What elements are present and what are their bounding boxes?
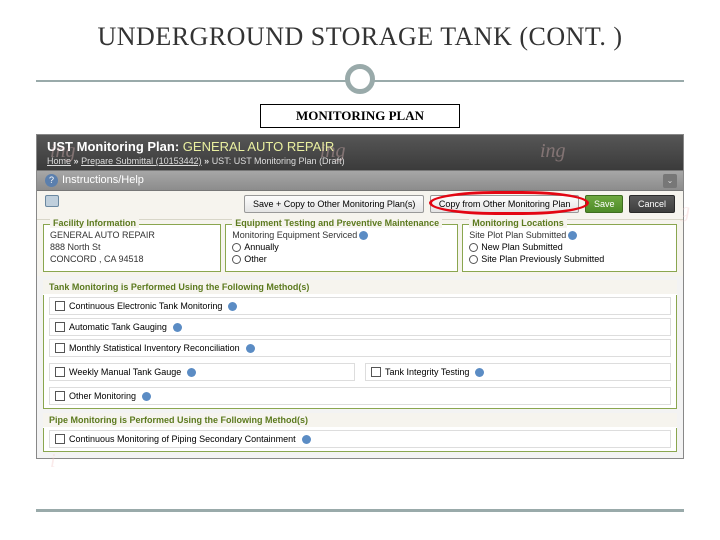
instructions-bar[interactable]: ? Instructions/Help ⌄ xyxy=(37,170,683,191)
info-icon[interactable] xyxy=(475,368,484,377)
copy-from-button[interactable]: Copy from Other Monitoring Plan xyxy=(430,195,580,213)
bottom-rule xyxy=(36,509,684,512)
radio-annually[interactable] xyxy=(232,243,241,252)
checkbox[interactable] xyxy=(55,343,65,353)
info-icon[interactable] xyxy=(568,231,577,240)
plot-label: Site Plot Plan Submitted xyxy=(469,230,566,240)
radio-other[interactable] xyxy=(232,255,241,264)
app-title: UST Monitoring Plan: xyxy=(47,139,179,154)
breadcrumb-ust: UST: UST Monitoring Plan (Draft) xyxy=(212,156,345,166)
check-row: Other Monitoring xyxy=(49,387,671,405)
print-icon[interactable] xyxy=(45,195,59,207)
app-window: UST Monitoring Plan: GENERAL AUTO REPAIR… xyxy=(36,134,684,459)
check-row: Continuous Monitoring of Piping Secondar… xyxy=(49,430,671,448)
radio-other-label: Other xyxy=(244,254,267,264)
radio-prev-plan[interactable] xyxy=(469,255,478,264)
info-icon[interactable] xyxy=(228,302,237,311)
check-row: Continuous Electronic Tank Monitoring xyxy=(49,297,671,315)
collapse-icon[interactable]: ⌄ xyxy=(663,174,677,188)
slide-title: UNDERGROUND STORAGE TANK (CONT. ) xyxy=(0,0,720,60)
checkbox[interactable] xyxy=(55,367,65,377)
save-button[interactable]: Save xyxy=(585,195,624,213)
radio-annually-label: Annually xyxy=(244,242,279,252)
breadcrumb-prepare[interactable]: Prepare Submittal (10153442) xyxy=(81,156,202,166)
serviced-label: Monitoring Equipment Serviced xyxy=(232,230,357,240)
info-icon[interactable] xyxy=(142,392,151,401)
info-icon[interactable] xyxy=(302,435,311,444)
tank-section: Tank Monitoring is Performed Using the F… xyxy=(43,280,677,409)
locations-panel: Monitoring Locations Site Plot Plan Subm… xyxy=(462,224,677,272)
subtitle: MONITORING PLAN xyxy=(260,104,460,128)
radio-new-plan[interactable] xyxy=(469,243,478,252)
check-row: Tank Integrity Testing xyxy=(365,363,671,381)
checkbox[interactable] xyxy=(55,322,65,332)
checkbox[interactable] xyxy=(55,301,65,311)
equipment-legend: Equipment Testing and Preventive Mainten… xyxy=(232,218,442,228)
save-copy-button[interactable]: Save + Copy to Other Monitoring Plan(s) xyxy=(244,195,424,213)
info-icon[interactable] xyxy=(187,368,196,377)
facility-panel: Facility Information GENERAL AUTO REPAIR… xyxy=(43,224,221,272)
info-icon[interactable] xyxy=(173,323,182,332)
pipe-legend: Pipe Monitoring is Performed Using the F… xyxy=(43,413,677,428)
checkbox[interactable] xyxy=(55,391,65,401)
tank-legend: Tank Monitoring is Performed Using the F… xyxy=(43,280,677,295)
breadcrumb: Home » Prepare Submittal (10153442) » US… xyxy=(47,154,673,166)
facility-name: GENERAL AUTO REPAIR xyxy=(183,139,334,154)
check-row: Weekly Manual Tank Gauge xyxy=(49,363,355,381)
checkbox[interactable] xyxy=(371,367,381,377)
info-icon[interactable] xyxy=(359,231,368,240)
help-icon: ? xyxy=(45,174,58,187)
facility-city: CONCORD , CA 94518 xyxy=(50,253,214,265)
info-icon[interactable] xyxy=(246,344,255,353)
breadcrumb-home[interactable]: Home xyxy=(47,156,71,166)
check-row: Automatic Tank Gauging xyxy=(49,318,671,336)
facility-name-line: GENERAL AUTO REPAIR xyxy=(50,229,214,241)
pipe-section: Pipe Monitoring is Performed Using the F… xyxy=(43,413,677,452)
cancel-button[interactable]: Cancel xyxy=(629,195,675,213)
check-row: Monthly Statistical Inventory Reconcilia… xyxy=(49,339,671,357)
app-header: UST Monitoring Plan: GENERAL AUTO REPAIR… xyxy=(37,135,683,170)
facility-legend: Facility Information xyxy=(50,218,139,228)
title-decor xyxy=(36,60,684,100)
radio-prev-plan-label: Site Plan Previously Submitted xyxy=(481,254,604,264)
checkbox[interactable] xyxy=(55,434,65,444)
facility-street: 888 North St xyxy=(50,241,214,253)
radio-new-plan-label: New Plan Submitted xyxy=(481,242,563,252)
instructions-label: Instructions/Help xyxy=(62,174,144,186)
toolbar: Save + Copy to Other Monitoring Plan(s) … xyxy=(37,191,683,220)
equipment-panel: Equipment Testing and Preventive Mainten… xyxy=(225,224,458,272)
locations-legend: Monitoring Locations xyxy=(469,218,567,228)
